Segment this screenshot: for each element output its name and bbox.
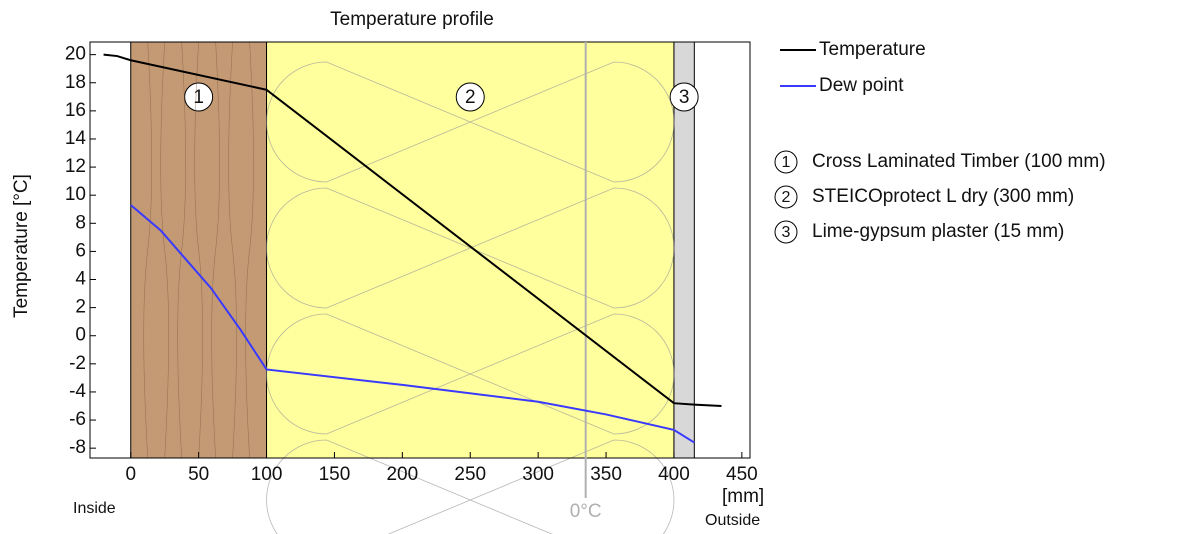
layer-number: 2: [465, 87, 476, 108]
x-unit: [mm]: [722, 486, 764, 507]
wood-grain: [211, 41, 220, 459]
insulation-pattern: [266, 313, 675, 435]
y-tick-label: 18: [65, 72, 86, 93]
legend-label: Dew point: [819, 75, 904, 96]
y-tick-label: 8: [75, 212, 86, 233]
x-tick-label: 200: [386, 464, 418, 485]
legend-badge: [774, 220, 798, 244]
plot-frame: [89, 41, 751, 459]
x-tick-label: 350: [590, 464, 622, 485]
wood-grain: [194, 41, 203, 459]
wood-grain: [228, 41, 237, 459]
legend-badge: [774, 150, 798, 174]
y-tick-label: 20: [65, 44, 86, 65]
layer-badge: [669, 82, 699, 112]
legend-number: 2: [782, 189, 791, 206]
legend-label: STEICOprotect L dry (300 mm): [812, 186, 1074, 207]
zero-label: 0°C: [570, 501, 602, 522]
x-tick-label: 450: [726, 464, 758, 485]
y-tick-label: 0: [75, 325, 86, 346]
y-tick-label: 2: [75, 297, 86, 318]
y-tick-label: 6: [75, 240, 86, 261]
x-tick-label: 0: [125, 464, 136, 485]
insulation-pattern: [266, 439, 675, 534]
y-axis-label: Temperature [°C]: [11, 174, 32, 318]
legend-number: 1: [782, 154, 791, 171]
chart-title: Temperature profile: [330, 9, 494, 30]
layer-number: 1: [193, 87, 204, 108]
y-tick-label: -6: [69, 409, 86, 430]
x-tick-label: 250: [454, 464, 486, 485]
series-line: [103, 53, 722, 407]
layer-number: 3: [679, 87, 690, 108]
x-tick-label: 300: [522, 464, 554, 485]
legend-label: Temperature: [819, 39, 926, 60]
legend-number: 3: [782, 224, 791, 241]
wood-grain: [177, 41, 186, 459]
legend-badge: [774, 185, 798, 209]
y-tick-label: -8: [69, 437, 86, 458]
inside-label: Inside: [73, 500, 116, 517]
y-tick-label: 14: [65, 128, 87, 149]
layer-badge: [455, 82, 485, 112]
y-tick-label: 10: [65, 184, 86, 205]
y-tick-label: 4: [75, 269, 86, 290]
x-tick-label: 400: [658, 464, 690, 485]
series-line: [130, 204, 695, 444]
y-tick-label: -4: [69, 381, 86, 402]
insulation-pattern: [266, 187, 675, 309]
wood-grain: [160, 41, 169, 459]
wood-grain: [245, 41, 254, 459]
legend-label: Lime-gypsum plaster (15 mm): [812, 221, 1064, 242]
y-tick-label: 16: [65, 100, 86, 121]
legend-label: Cross Laminated Timber (100 mm): [812, 151, 1106, 172]
x-tick-label: 150: [319, 464, 351, 485]
layer-badge: [184, 82, 214, 112]
outside-label: Outside: [705, 512, 760, 529]
x-tick-label: 50: [188, 464, 209, 485]
wood-grain: [143, 41, 152, 459]
x-tick-label: 100: [251, 464, 283, 485]
y-tick-label: -2: [69, 353, 86, 374]
insulation-pattern: [266, 61, 675, 183]
y-tick-label: 12: [65, 156, 86, 177]
